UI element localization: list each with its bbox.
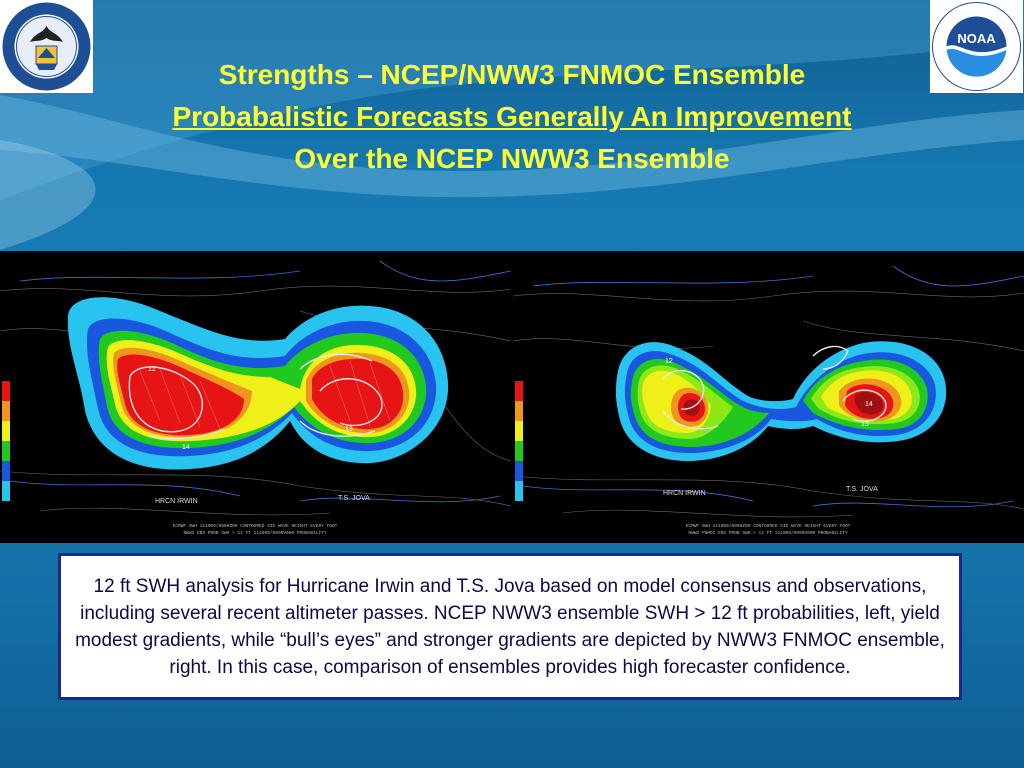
contour-label-14: 14 (182, 444, 190, 451)
white-swh-contours (128, 353, 383, 440)
color-scale-bar (515, 381, 523, 501)
noaa-logo: NOAA (930, 0, 1023, 93)
svg-text:NOAA: NOAA (957, 31, 996, 46)
map-footer-line-2: NWW3 FNMOC ENS PROB SWH > 12 FT 111009/0… (688, 530, 848, 536)
slide-title: Strengths – NCEP/NWW3 FNMOC Ensemble Pro… (60, 54, 964, 180)
contour-label-14: 14 (865, 401, 873, 408)
probability-darkred (683, 391, 883, 417)
fnmoc-probability-chart: 12 14 13 HRCN IRWIN T.S. JOVA ECMWF SWH … (513, 251, 1024, 543)
storm-label-irwin: HRCN IRWIN (155, 498, 198, 505)
storm-label-jova: T.S. JOVA (338, 495, 370, 502)
noaa-emblem-icon: NOAA (932, 2, 1021, 91)
forecast-map-panels: 12 14 13 HRCN IRWIN T.S. JOVA ECMWF SWH … (0, 251, 1024, 543)
swh-contours (522, 265, 1024, 508)
map-footer-line-1: ECMWF SWH 111009/0000Z00 CONTOURED SIG W… (686, 523, 851, 529)
ncep-probability-chart: 12 14 13 HRCN IRWIN T.S. JOVA ECMWF SWH … (0, 251, 511, 543)
white-swh-contours (662, 345, 887, 430)
probability-red (678, 384, 894, 422)
map-footer-line-2: NWW3 ENS PROB SWH > 12 FT 111009/0000V00… (183, 530, 326, 536)
probability-red (117, 354, 404, 436)
title-line-2: Probabalistic Forecasts Generally An Imp… (172, 101, 852, 132)
nww3-fnmoc-ensemble-map: 12 14 13 HRCN IRWIN T.S. JOVA ECMWF SWH … (513, 251, 1024, 543)
contour-label-13: 13 (861, 421, 869, 428)
title-line-1: Strengths – NCEP/NWW3 FNMOC Ensemble (218, 59, 806, 90)
contour-label-12: 12 (148, 366, 156, 373)
caption-text: 12 ft SWH analysis for Hurricane Irwin a… (75, 575, 945, 678)
commerce-seal-icon (2, 2, 91, 91)
contour-label-13: 13 (345, 426, 353, 433)
department-of-commerce-seal (0, 0, 93, 93)
caption-box: 12 ft SWH analysis for Hurricane Irwin a… (58, 553, 962, 700)
hatching (139, 360, 391, 430)
swh-contours (9, 260, 511, 503)
isobar-lines (513, 290, 1024, 518)
storm-label-jova: T.S. JOVA (846, 486, 878, 493)
contour-label-12: 12 (665, 358, 673, 365)
color-scale-bar (2, 381, 10, 501)
ncep-nww3-ensemble-map: 12 14 13 HRCN IRWIN T.S. JOVA ECMWF SWH … (0, 251, 511, 543)
probability-orange (670, 378, 902, 427)
map-footer-line-1: ECMWF SWH 111009/0000Z00 CONTOURED SIG W… (173, 523, 338, 529)
storm-label-irwin: HRCN IRWIN (663, 490, 706, 497)
background-swoosh (0, 0, 1024, 250)
title-line-3: Over the NCEP NWW3 Ensemble (294, 143, 730, 174)
